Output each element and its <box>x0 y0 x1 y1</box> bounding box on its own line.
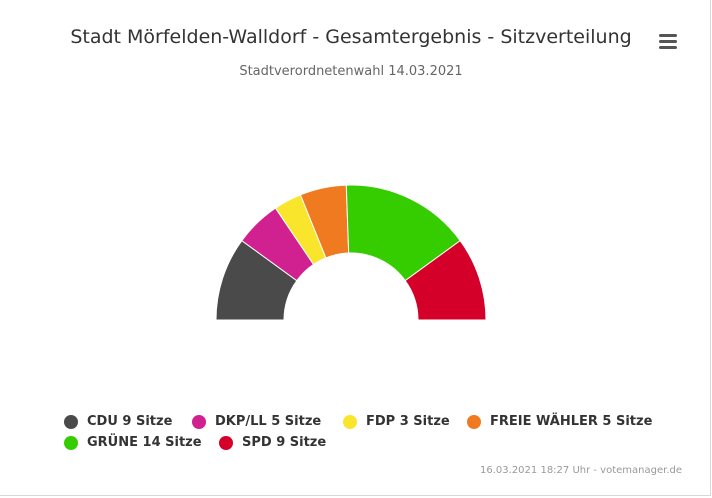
hamburger-menu-icon[interactable] <box>656 30 680 52</box>
seat-slice-spd[interactable] <box>404 239 487 321</box>
legend-item[interactable]: GRÜNE 14 Sitze <box>64 435 202 450</box>
menu-bar <box>659 34 677 37</box>
legend-marker <box>64 435 78 450</box>
menu-bar <box>659 40 677 43</box>
legend-marker <box>192 414 206 429</box>
chart-subtitle: Stadtverordnetenwahl 14.03.2021 <box>239 64 463 79</box>
menu-bar <box>659 46 677 49</box>
legend-label: DKP/LL 5 Sitze <box>215 414 322 429</box>
legend-item[interactable]: FREIE WÄHLER 5 Sitze <box>467 414 652 429</box>
legend-marker <box>64 414 78 429</box>
legend-marker <box>467 414 481 429</box>
legend-item[interactable]: CDU 9 Sitze <box>64 414 172 429</box>
legend-label: FDP 3 Sitze <box>366 414 450 429</box>
legend-marker <box>343 414 357 429</box>
credits-text[interactable]: 16.03.2021 18:27 Uhr - votemanager.de <box>480 465 682 476</box>
legend-item[interactable]: DKP/LL 5 Sitze <box>192 414 321 429</box>
chart-title: Stadt Mörfelden-Walldorf - Gesamtergebni… <box>70 26 632 48</box>
legend-label: SPD 9 Sitze <box>242 435 327 450</box>
legend-item[interactable]: FDP 3 Sitze <box>343 414 450 429</box>
legend-label: CDU 9 Sitze <box>87 414 173 429</box>
legend-label: GRÜNE 14 Sitze <box>87 435 202 450</box>
legend-marker <box>219 435 233 450</box>
legend-label: FREIE WÄHLER 5 Sitze <box>490 414 653 429</box>
legend-item[interactable]: SPD 9 Sitze <box>219 435 326 450</box>
